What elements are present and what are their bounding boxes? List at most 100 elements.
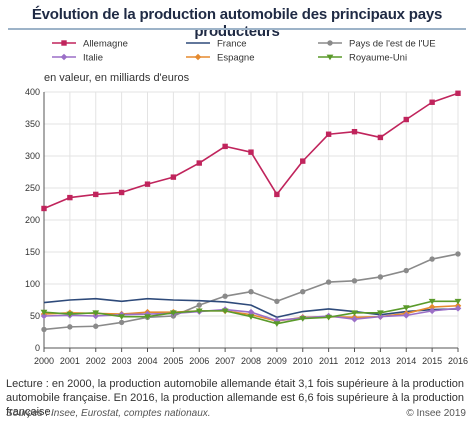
x-tick-label: 2005 xyxy=(163,356,183,366)
x-tick-label: 2015 xyxy=(422,356,442,366)
data-point-royaume-uni xyxy=(66,311,74,318)
chart-legend: Allemagne France Pays de l'est de l'UE Ital… xyxy=(52,39,436,64)
x-tick-label: 2008 xyxy=(241,356,261,366)
data-point-pays-de-l-est-de-l-ue xyxy=(403,267,409,274)
data-point-allemagne xyxy=(222,143,228,150)
units-label: en valeur, en milliards d'euros xyxy=(44,72,190,84)
x-tick-label: 2012 xyxy=(344,356,364,366)
y-tick-label: 350 xyxy=(25,119,40,129)
data-point-pays-de-l-est-de-l-ue xyxy=(429,256,435,262)
data-point-royaume-uni xyxy=(247,314,255,320)
series-royaume-uni xyxy=(40,298,462,327)
x-tick-label: 2004 xyxy=(137,356,157,366)
title-divider xyxy=(8,28,466,30)
data-point-royaume-uni xyxy=(351,310,358,316)
data-point-pays-de-l-est-de-l-ue xyxy=(41,326,47,333)
data-point-allemagne xyxy=(377,134,384,141)
data-point-royaume-uni xyxy=(92,310,100,316)
data-point-pays-de-l-est-de-l-ue xyxy=(222,293,228,299)
data-point-royaume-uni xyxy=(454,298,462,305)
legend-marker xyxy=(60,53,68,61)
legend-item-france: France xyxy=(186,39,247,50)
data-point-pays-de-l-est-de-l-ue xyxy=(455,251,461,257)
data-point-allemagne xyxy=(170,174,177,180)
x-tick-label: 2016 xyxy=(448,356,468,366)
data-point-royaume-uni xyxy=(273,321,281,327)
x-tick-label: 2014 xyxy=(396,356,416,366)
data-point-allemagne xyxy=(248,149,254,155)
data-point-pays-de-l-est-de-l-ue xyxy=(300,288,306,295)
legend-item-italie: Italie xyxy=(52,53,103,64)
series-line-france xyxy=(43,297,459,319)
data-point-pays-de-l-est-de-l-ue xyxy=(248,288,254,295)
y-tick-label: 0 xyxy=(35,343,40,353)
data-point-allemagne xyxy=(300,158,306,164)
legend-item-royaume-uni: Royaume-Uni xyxy=(318,53,407,64)
data-point-italie xyxy=(377,313,384,320)
series-pays-de-l-est-de-l-ue xyxy=(41,251,461,333)
x-tick-label: 2000 xyxy=(34,356,54,366)
y-tick-label: 150 xyxy=(25,247,40,257)
legend-marker xyxy=(327,40,333,46)
x-tick-label: 2009 xyxy=(267,356,287,366)
copyright-credit: © Insee 2019 xyxy=(406,408,466,419)
legend-label: Italie xyxy=(83,53,103,64)
series-france xyxy=(43,297,459,319)
x-tick-label: 2007 xyxy=(215,356,235,366)
data-point-allemagne xyxy=(351,128,358,135)
data-point-royaume-uni xyxy=(299,316,307,322)
data-point-allemagne xyxy=(325,131,332,137)
data-point-italie xyxy=(428,307,436,315)
data-point-royaume-uni xyxy=(221,308,229,315)
line-chart: Allemagne France Pays de l'est de l'UE Ital… xyxy=(25,39,468,367)
y-tick-label: 50 xyxy=(30,311,40,321)
sources-note: Sources : Insee, Eurostat, comptes natio… xyxy=(6,408,211,419)
data-point-allemagne xyxy=(274,191,280,198)
data-point-royaume-uni xyxy=(118,314,126,320)
legend-marker xyxy=(61,40,67,46)
data-point-italie xyxy=(247,308,255,316)
data-point-royaume-uni xyxy=(144,314,151,320)
data-point-italie xyxy=(144,310,151,318)
data-point-royaume-uni xyxy=(195,308,203,315)
data-point-italie xyxy=(40,312,48,320)
data-point-allemagne xyxy=(67,194,73,201)
data-point-allemagne xyxy=(41,205,47,212)
data-point-royaume-uni xyxy=(40,309,48,316)
legend-label: Pays de l'est de l'UE xyxy=(349,39,436,50)
chart-title: Évolution de la production automobile de… xyxy=(31,6,443,40)
data-point-italie xyxy=(454,305,462,312)
y-tick-label: 400 xyxy=(25,87,40,97)
legend-label: France xyxy=(217,39,247,50)
data-point-pays-de-l-est-de-l-ue xyxy=(377,274,384,280)
x-tick-label: 2006 xyxy=(189,356,209,366)
data-point-royaume-uni xyxy=(428,298,436,305)
data-point-royaume-uni xyxy=(376,310,384,316)
x-tick-label: 2013 xyxy=(370,356,390,366)
data-point-italie xyxy=(351,315,358,323)
x-tick-label: 2003 xyxy=(112,356,132,366)
reading-note: Lecture : en 2000, la production automob… xyxy=(6,378,465,418)
y-tick-label: 200 xyxy=(25,215,40,225)
legend-label: Royaume-Uni xyxy=(349,53,407,64)
legend-label: Allemagne xyxy=(83,39,128,50)
data-point-pays-de-l-est-de-l-ue xyxy=(351,278,358,284)
data-point-pays-de-l-est-de-l-ue xyxy=(325,279,332,285)
x-tick-label: 2011 xyxy=(319,356,338,366)
y-tick-label: 250 xyxy=(25,183,40,193)
x-tick-label: 2002 xyxy=(86,356,106,366)
legend-item-espagne: Espagne xyxy=(186,53,255,64)
series-allemagne xyxy=(41,90,461,212)
legend-item-pays-de-l-est-de-l-ue: Pays de l'est de l'UE xyxy=(318,39,436,50)
chart-axes: 0 50 100 150 200 250 300 350 400 2000 2001 2002 2003… xyxy=(25,87,468,366)
data-point-allemagne xyxy=(118,189,125,196)
data-point-espagne xyxy=(428,303,436,311)
data-point-pays-de-l-est-de-l-ue xyxy=(93,323,99,329)
data-point-royaume-uni xyxy=(325,314,333,321)
data-point-pays-de-l-est-de-l-ue xyxy=(118,319,125,326)
x-tick-label: 2001 xyxy=(60,356,80,366)
legend-marker xyxy=(194,53,202,61)
data-point-allemagne xyxy=(93,191,99,198)
x-tick-label: 2010 xyxy=(293,356,313,366)
data-point-allemagne xyxy=(196,160,202,166)
